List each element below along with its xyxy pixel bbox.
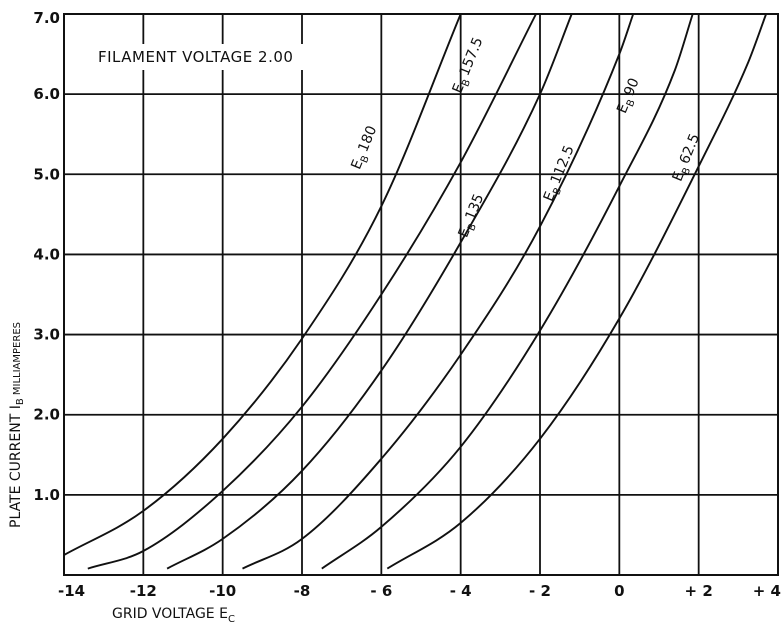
y-tick-label: 1.0	[33, 486, 60, 504]
series-label-text: EB90	[614, 76, 645, 117]
x-tick-label: - 6	[370, 582, 392, 600]
series-label-value: 180	[355, 124, 380, 155]
curve-eb-157-5	[87, 13, 537, 570]
grid	[64, 14, 778, 575]
series-label-value: 112.5	[548, 143, 578, 186]
curve-eb-112-5	[242, 13, 635, 570]
x-tick-label: -10	[209, 582, 236, 600]
filament-voltage-annotation: FILAMENT VOLTAGE 2.00	[90, 44, 352, 70]
x-tick-label: -12	[130, 582, 157, 600]
x-axis-label-sub: C	[228, 614, 235, 625]
x-tick-label: - 4	[450, 582, 472, 600]
series-label-eb-62-5: EB62.5	[670, 132, 706, 185]
x-tick-label: 0	[614, 582, 624, 600]
y-axis-label-main: PLATE CURRENT I	[8, 405, 24, 528]
series-label-eb-157-5: EB157.5	[450, 35, 490, 97]
series-label-eb-90: EB90	[614, 76, 645, 117]
y-tick-label: 4.0	[33, 245, 60, 263]
y-tick-label: 5.0	[33, 165, 60, 183]
series-label-sub: B	[460, 78, 473, 89]
plot-frame	[63, 13, 779, 576]
annotation-text: FILAMENT VOLTAGE 2.00	[98, 48, 293, 66]
series-label-text: EB180	[348, 124, 383, 173]
series-label-sub: B	[680, 166, 693, 177]
series-label-eb-180: EB180	[348, 124, 383, 173]
curve-eb-90	[321, 13, 694, 570]
y-axis-label: PLATE CURRENT IB MILLIAMPERES	[8, 322, 26, 528]
x-axis-label-main: GRID VOLTAGE E	[112, 606, 228, 622]
curve-eb-180	[63, 13, 462, 556]
x-tick-label: + 4	[753, 582, 781, 600]
curve-eb-62-5	[386, 13, 767, 570]
annotation-background	[90, 44, 352, 70]
series-label-sub: B	[625, 98, 638, 109]
series-label-text: EB157.5	[450, 35, 490, 97]
series-label-value: 135	[462, 192, 487, 223]
y-tick-labels: 1.0 2.0 3.0 4.0 5.0 6.0 7.0	[33, 9, 60, 504]
x-tick-label: - 2	[529, 582, 551, 600]
y-axis-label-suffix: MILLIAMPERES	[12, 322, 23, 398]
curves	[63, 13, 767, 570]
series-label-value: 90	[621, 76, 643, 99]
x-tick-label: + 2	[685, 582, 713, 600]
x-tick-label: -14	[58, 582, 85, 600]
series-label-sub: B	[466, 222, 479, 233]
y-tick-label: 6.0	[33, 85, 60, 103]
y-tick-label: 2.0	[33, 406, 60, 424]
series-label-sub: B	[359, 154, 372, 165]
y-tick-label: 3.0	[33, 326, 60, 344]
x-axis-label: GRID VOLTAGE EC	[112, 606, 235, 625]
x-tick-labels: -14 -12 -10 -8 - 6 - 4 - 2 0 + 2 + 4	[58, 582, 781, 600]
series-label-sub: B	[552, 186, 565, 197]
curve-eb-135	[166, 13, 573, 570]
y-axis-label-sub: B	[15, 398, 26, 405]
y-tick-label: 7.0	[33, 9, 60, 27]
series-label-text: EB62.5	[670, 132, 706, 185]
x-tick-label: -8	[294, 582, 311, 600]
